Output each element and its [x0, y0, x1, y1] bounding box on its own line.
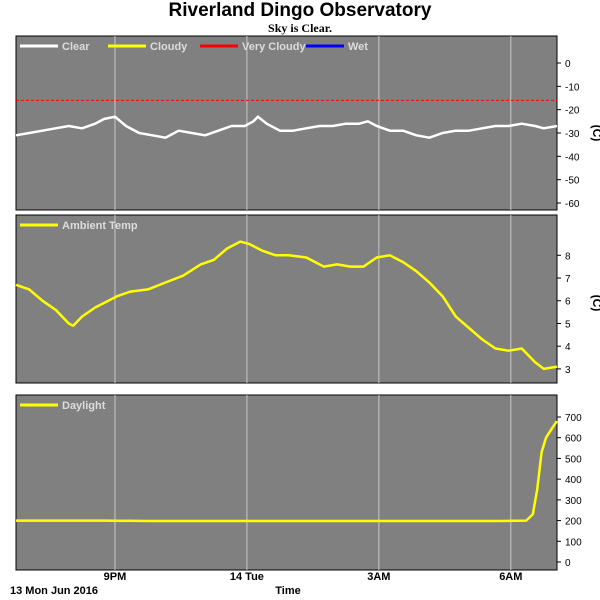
series-line — [15, 240, 558, 371]
y-tick-label: -50 — [565, 176, 580, 187]
y-unit-label: (C) — [590, 125, 600, 142]
y-tick-label: 600 — [565, 434, 582, 445]
y-tick-label: 100 — [565, 537, 582, 548]
x-axis: 9PM 14 Tue 3AM 6AM 13 Mon Jun 2016 Time — [10, 571, 522, 597]
legend-item: Cloudy — [108, 41, 188, 53]
legend-label: Wet — [348, 41, 368, 53]
y-tick-label: 0 — [565, 59, 571, 70]
y-tick-label: 3 — [565, 365, 571, 376]
chart-subtitle: Sky is Clear. — [268, 21, 332, 35]
legend-item: Ambient Temp — [20, 220, 138, 232]
panels-layer: 0 -10 -20 -30 -40 -50 -60 (C) Clear Cloudy Very Cl… — [15, 35, 600, 571]
y-tick-label: 200 — [565, 517, 582, 528]
legend-item: Daylight — [20, 400, 106, 412]
series-line — [16, 420, 559, 523]
x-axis-title: Time — [275, 585, 300, 597]
series-line — [15, 115, 558, 139]
x-start-date-label: 13 Mon Jun 2016 — [10, 585, 98, 597]
legend-label: Cloudy — [150, 41, 188, 53]
y-tick-label: 0 — [565, 558, 571, 569]
panel-daylight: 700 600 500 400 300 200 100 0 Daylight — [15, 394, 600, 571]
y-tick-label: 7 — [565, 274, 571, 285]
y-tick-label: 8 — [565, 251, 571, 262]
plot-area — [15, 214, 558, 384]
y-unit-label: (C) — [590, 295, 600, 312]
legend-item: Very Cloudy — [200, 41, 306, 53]
x-tick-label: 3AM — [367, 571, 390, 583]
y-tick-label: -30 — [565, 129, 580, 140]
legend-label: Clear — [62, 41, 90, 53]
plot-area — [15, 35, 558, 211]
y-tick-label: -10 — [565, 82, 580, 93]
y-tick-label: 400 — [565, 475, 582, 486]
y-tick-label: 300 — [565, 496, 582, 507]
y-tick-label: -60 — [565, 199, 580, 210]
x-tick-label: 9PM — [104, 571, 127, 583]
y-tick-label: 500 — [565, 454, 582, 465]
plot-area — [15, 394, 558, 571]
legend-label: Ambient Temp — [62, 220, 138, 232]
y-tick-label: 5 — [565, 319, 571, 330]
y-tick-label: 700 — [565, 413, 582, 424]
y-tick-label: 4 — [565, 342, 571, 353]
y-tick-label: -20 — [565, 106, 580, 117]
x-tick-label: 6AM — [499, 571, 522, 583]
y-tick-label: -40 — [565, 152, 580, 163]
panel-sky: 0 -10 -20 -30 -40 -50 -60 (C) Clear Cloudy Very Cl… — [15, 35, 600, 211]
legend-label: Daylight — [62, 400, 106, 412]
legend-label: Very Cloudy — [242, 41, 306, 53]
x-tick-label: 14 Tue — [230, 571, 264, 583]
chart-title: Riverland Dingo Observatory — [168, 0, 432, 21]
legend-item: Wet — [306, 41, 368, 53]
y-tick-label: 6 — [565, 297, 571, 308]
legend-item: Clear — [20, 41, 90, 53]
panel-temp: 8 7 6 5 4 3 (C) Ambient Temp — [15, 214, 600, 384]
